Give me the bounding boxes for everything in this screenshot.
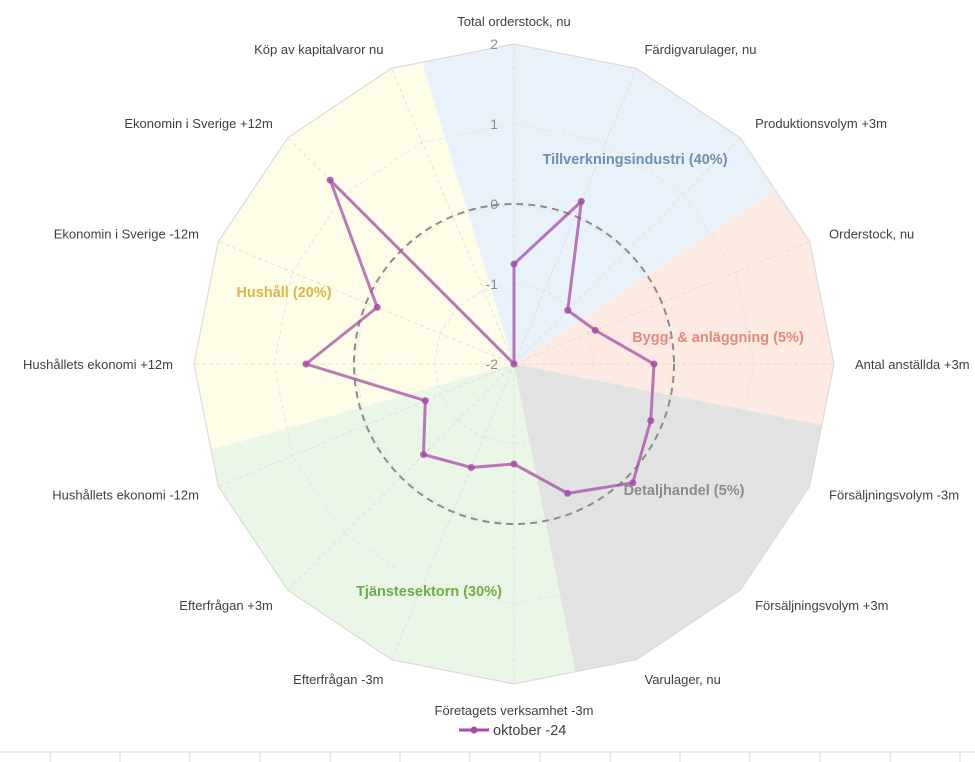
axis-label: Efterfrågan -3m [293,672,383,687]
sector-label: Tillverkningsindustri (40%) [542,152,727,168]
axis-label: Ekonomin i Sverige -12m [54,227,199,242]
sector-label: Hushåll (20%) [236,285,331,301]
grid-spoke [513,363,810,487]
grid-ring [433,283,595,445]
sector-label: Detaljhandel (5%) [624,483,745,499]
series-point [467,463,475,471]
series-point [577,197,585,205]
tick-label: -2 [486,356,499,372]
axis-label: Orderstock, nu [829,227,914,242]
grid-spoke [218,363,515,487]
grid-spoke [391,68,515,365]
grid-spoke [513,68,637,365]
axis-label: Försäljningsvolym +3m [755,598,888,613]
legend-series-label: oktober -24 [493,723,566,739]
series-point [510,360,518,368]
axis-label: Produktionsvolym +3m [755,116,887,131]
tick-label: 1 [490,116,498,132]
legend-marker-dot [470,726,478,734]
axis-label: Hushållets ekonomi +12m [23,357,173,372]
series-point [510,460,518,468]
series-point [564,306,572,314]
axis-label: Ekonomin i Sverige +12m [124,116,273,131]
data-series [302,176,658,497]
axis-label: Köp av kapitalvaror nu [254,42,383,57]
sector-label: Bygg- & anläggning (5%) [632,330,804,346]
series-point [647,417,655,425]
series-point [510,260,518,268]
series-point [650,360,658,368]
axis-label: Total orderstock, nu [457,14,570,29]
series-point [629,479,637,487]
series-point [373,303,381,311]
series-point [419,451,427,459]
series-point [591,326,599,334]
grid-spoke [513,363,741,591]
series-point [326,176,334,184]
grid-spoke [513,137,741,365]
grid-spoke [218,241,515,365]
axis-label: Efterfrågan +3m [179,598,273,613]
series-point [421,397,429,405]
legend: oktober -24 [459,723,566,739]
grid-spoke [391,363,515,660]
radial-tick-labels: -2 -1 0 1 2 [486,36,499,372]
tick-label: 2 [490,36,498,52]
sector-background [211,364,576,684]
tick-label: -1 [486,276,499,292]
axis-labels: Total orderstock, nu Färdigvarulager, nu P… [23,14,970,718]
axis-label: Hushållets ekonomi -12m [52,487,199,502]
axis-label: Antal anställda +3m [855,357,970,372]
sector-label: Tjänstesektorn (30%) [356,584,502,600]
radar-grid [193,43,835,685]
sector-labels: Tillverkningsindustri (40%) Bygg- & anläg… [236,152,804,600]
sector-background [422,44,775,364]
grid-spoke [513,241,810,365]
tick-label: 0 [490,196,498,212]
grid-ring [193,43,835,685]
zero-reference-circle [353,203,675,525]
bottom-axis-baseline [0,751,975,762]
grid-ring [353,203,675,525]
series-point [564,489,572,497]
grid-spoke [287,363,515,591]
series-point [302,360,310,368]
axis-label: Varulager, nu [644,672,720,687]
axis-label: Företagets verksamhet -3m [435,703,594,718]
axis-label: Färdigvarulager, nu [644,42,756,57]
axis-label: Försäljningsvolym -3m [829,487,959,502]
grid-spoke [287,137,515,365]
grid-spoke [513,363,637,660]
